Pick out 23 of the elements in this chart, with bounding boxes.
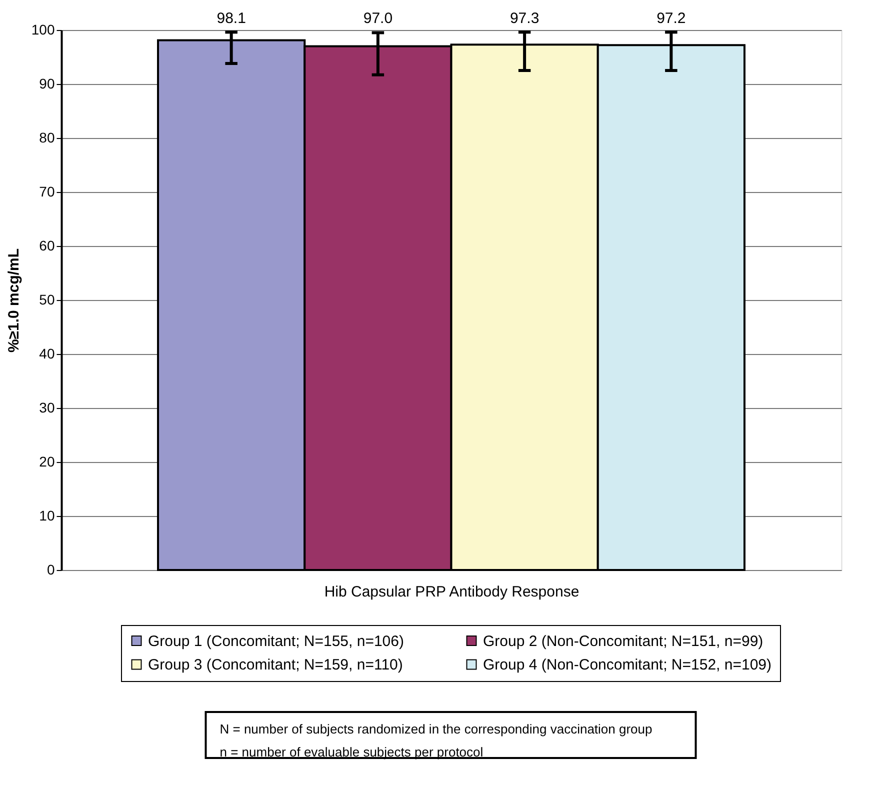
data-label: 97.0 xyxy=(363,10,393,27)
y-tick-label: 100 xyxy=(31,22,55,38)
y-axis-title: %≥1.0 mcg/mL xyxy=(5,248,22,353)
y-tick-label: 70 xyxy=(39,184,55,200)
legend-label: Group 4 (Non-Concomitant; N=152, n=109) xyxy=(483,656,772,674)
text: N = number of subjects randomized in the corresponding vaccination group xyxy=(220,722,652,736)
text: n = number of evaluable subjects per protocol xyxy=(220,744,484,760)
y-tick-label: 10 xyxy=(39,508,55,524)
data-label: 97.3 xyxy=(510,10,540,27)
y-tick-label: 60 xyxy=(39,238,55,254)
y-tick-label: 40 xyxy=(39,346,55,362)
y-tick-label: 90 xyxy=(39,76,55,92)
legend-label: Group 1 (Concomitant; N=155, n=106) xyxy=(148,632,404,650)
y-tick-label: 80 xyxy=(39,130,55,146)
y-tick-label: 30 xyxy=(39,400,55,416)
data-label: 98.1 xyxy=(216,10,246,27)
y-tick-label: 20 xyxy=(39,454,55,470)
y-tick-label: 50 xyxy=(39,292,55,308)
x-axis-title: Hib Capsular PRP Antibody Response xyxy=(324,584,580,600)
legend-label: Group 3 (Concomitant; N=159, n=110) xyxy=(148,656,403,674)
data-label: 97.2 xyxy=(656,10,686,27)
y-tick-label: 0 xyxy=(46,562,55,578)
legend-label: Group 2 (Non-Concomitant; N=151, n=99) xyxy=(483,632,764,650)
